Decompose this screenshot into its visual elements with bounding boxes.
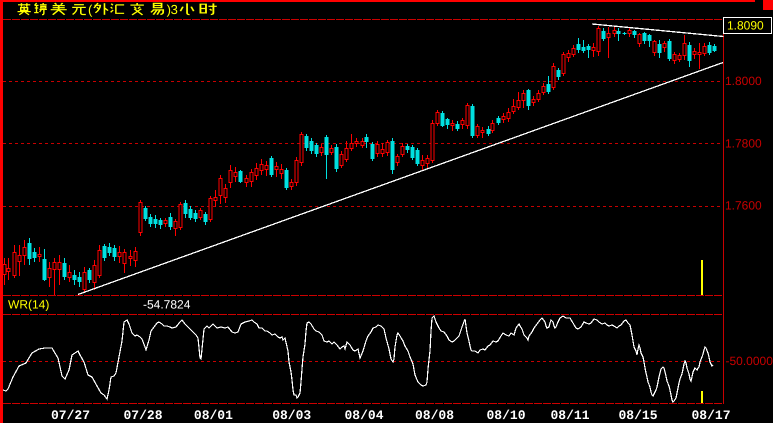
svg-text:08/15: 08/15 bbox=[618, 408, 657, 423]
svg-text:): ) bbox=[167, 2, 171, 17]
svg-text:-50.0000: -50.0000 bbox=[726, 354, 773, 368]
svg-text:(: ( bbox=[88, 2, 93, 17]
svg-text:-54.7824: -54.7824 bbox=[143, 298, 191, 312]
svg-text:07/28: 07/28 bbox=[123, 408, 162, 423]
svg-text:08/17: 08/17 bbox=[691, 408, 730, 423]
svg-text:07/27: 07/27 bbox=[51, 408, 90, 423]
svg-text:08/10: 08/10 bbox=[486, 408, 525, 423]
svg-text:3: 3 bbox=[171, 2, 178, 17]
svg-text:1.8000: 1.8000 bbox=[725, 74, 762, 88]
svg-text:08/11: 08/11 bbox=[550, 408, 589, 423]
svg-text:1.7800: 1.7800 bbox=[725, 137, 762, 151]
svg-text:1.7600: 1.7600 bbox=[725, 199, 762, 213]
svg-text:08/08: 08/08 bbox=[415, 408, 454, 423]
svg-text:08/04: 08/04 bbox=[344, 408, 383, 423]
svg-text:WR(14): WR(14) bbox=[8, 298, 49, 312]
svg-text:08/03: 08/03 bbox=[272, 408, 311, 423]
svg-text:08/01: 08/01 bbox=[194, 408, 233, 423]
svg-text:1.8090: 1.8090 bbox=[727, 19, 764, 33]
